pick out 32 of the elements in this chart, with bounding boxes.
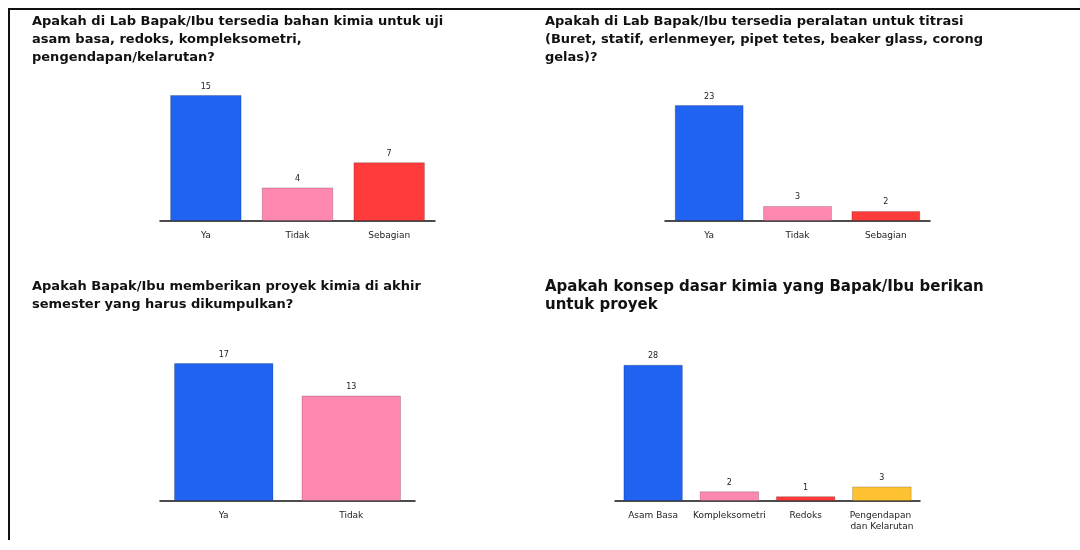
data-label: 3 — [879, 472, 885, 482]
chart-title: Apakah konsep dasar kimia yang Bapak/Ibu berikan untuk proyek — [545, 277, 985, 313]
x-tick-label: Sebagian — [864, 229, 907, 240]
x-tick-label: Redoks — [789, 509, 823, 520]
chart-title: Apakah Bapak/Ibu memberikan proyek kimia di akhir semester yang harus dikumpulkan? — [32, 277, 422, 313]
x-tick-label: Ya — [217, 509, 229, 520]
x-tick-label: Tidak — [338, 509, 365, 520]
data-label: 23 — [704, 91, 715, 101]
x-tick-label: Tidak — [284, 229, 311, 240]
data-label: 3 — [794, 192, 801, 202]
x-tick-label: Sebagian — [368, 229, 411, 240]
bar — [623, 364, 683, 501]
data-label: 28 — [648, 351, 659, 361]
data-label: 17 — [218, 349, 229, 359]
x-tick-label: Kompleksometri — [692, 509, 766, 520]
bar — [775, 496, 836, 501]
x-tick-label: Ya — [703, 229, 715, 240]
data-label: 4 — [294, 173, 301, 183]
data-label: 7 — [386, 148, 392, 158]
data-label: 2 — [726, 477, 732, 487]
x-tick-label: Pengendapan dan Kelarutan — [849, 509, 915, 531]
bar — [852, 486, 912, 501]
chart-title: Apakah di Lab Bapak/Ibu tersedia bahan kimia untuk uji asam basa, redoks, kompleksometri, pengendapan/kelarutan? — [32, 12, 445, 66]
bar — [699, 491, 760, 501]
x-tick-label: Asam Basa — [628, 509, 679, 520]
chart-title: Apakah di Lab Bapak/Ibu tersedia peralatan untuk titrasi (Buret, statif, erlenmeyer, pipet tetes, beaker glass, corong gelas)? — [545, 12, 985, 66]
data-label: 1 — [803, 482, 809, 492]
data-label: 2 — [883, 197, 889, 207]
x-tick-label: Tidak — [784, 229, 811, 240]
x-tick-label: Ya — [199, 229, 211, 240]
data-label: 13 — [346, 382, 357, 392]
data-label: 15 — [200, 81, 211, 91]
